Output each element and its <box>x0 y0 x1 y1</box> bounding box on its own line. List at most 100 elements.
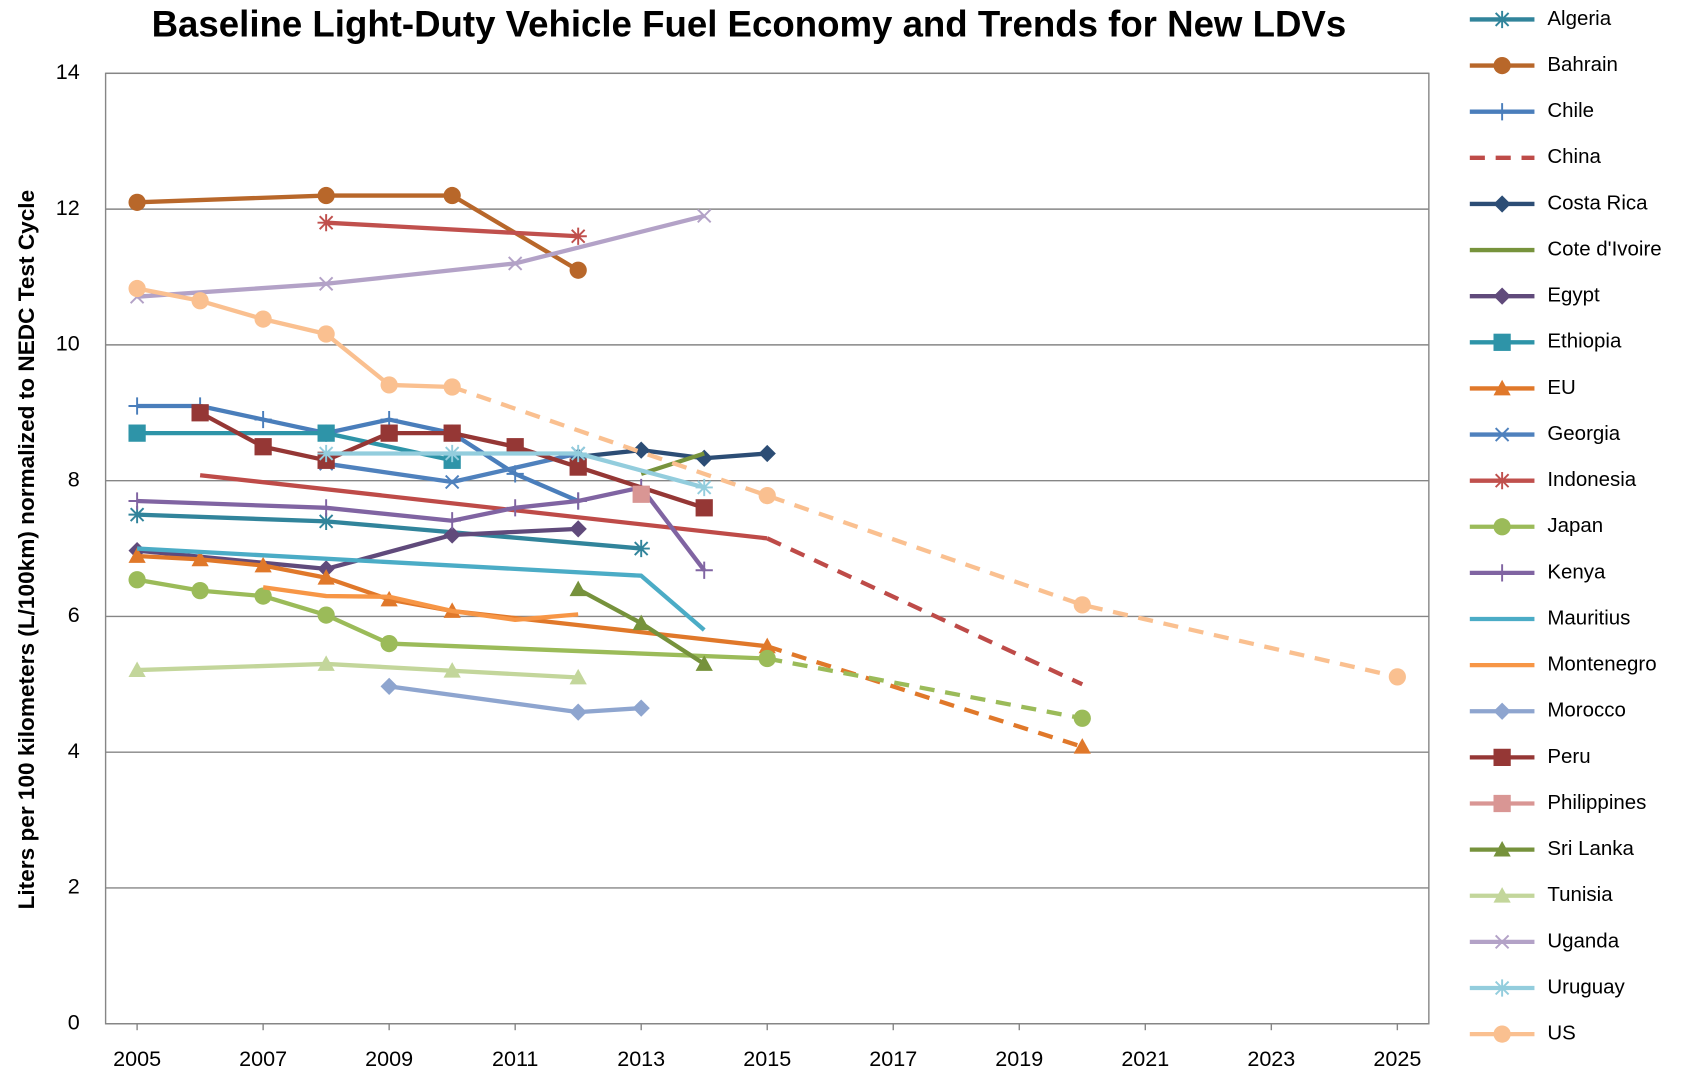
marker <box>506 438 524 456</box>
marker-part <box>317 424 335 442</box>
legend-label: Tunisia <box>1547 883 1613 906</box>
marker <box>380 677 398 695</box>
legend-label: Georgia <box>1547 422 1620 445</box>
marker <box>758 486 776 505</box>
legend-label: Algeria <box>1547 7 1611 30</box>
marker-part <box>128 547 146 563</box>
marker-part <box>254 410 272 429</box>
marker-part <box>632 614 650 631</box>
marker-part <box>569 703 587 721</box>
x-tick-label: 2021 <box>1121 1046 1169 1068</box>
marker <box>1493 379 1511 396</box>
y-tick-label: 14 <box>56 59 80 84</box>
legend-label: Indonesia <box>1547 468 1636 491</box>
legend-label: Sri Lanka <box>1547 837 1634 860</box>
marker <box>569 580 587 597</box>
marker <box>317 569 335 585</box>
series-line <box>451 384 1398 679</box>
marker-part <box>506 438 524 456</box>
marker-part <box>128 492 146 510</box>
legend-label: Bahrain <box>1547 53 1618 76</box>
x-tick-label: 2009 <box>365 1046 413 1068</box>
legend-label: Mauritius <box>1547 606 1630 629</box>
y-tick-label: 8 <box>68 466 80 491</box>
marker-part <box>191 292 209 310</box>
marker-part <box>128 193 146 211</box>
marker <box>695 499 713 517</box>
marker-part <box>254 310 272 328</box>
marker <box>1493 702 1511 720</box>
marker <box>443 378 461 396</box>
x-tick-label: 2011 <box>492 1046 538 1068</box>
marker-part <box>569 458 587 476</box>
series-line <box>137 661 579 680</box>
marker <box>569 520 587 538</box>
marker <box>1493 195 1511 213</box>
marker <box>758 649 776 668</box>
marker-part <box>1493 103 1511 121</box>
marker-part <box>317 569 335 585</box>
marker-part <box>569 492 587 510</box>
marker-part <box>317 512 335 531</box>
marker-part <box>380 677 398 695</box>
series-line <box>388 684 642 715</box>
marker-part <box>695 499 713 517</box>
marker <box>317 424 335 442</box>
series-line <box>136 213 705 299</box>
marker <box>317 512 335 531</box>
marker <box>318 276 334 291</box>
marker-part <box>128 505 146 524</box>
marker <box>317 606 335 624</box>
marker <box>1493 748 1511 766</box>
marker-part <box>317 655 335 671</box>
legend-label: Egypt <box>1547 284 1600 307</box>
y-axis-label: Liters per 100 kilometers (L/100km) norm… <box>14 190 39 910</box>
marker <box>380 634 398 653</box>
marker-part <box>632 699 650 717</box>
marker <box>1494 934 1510 950</box>
marker <box>443 444 461 463</box>
marker-part <box>128 397 146 415</box>
series-line <box>577 447 768 461</box>
marker <box>569 227 587 245</box>
marker-part <box>317 325 335 343</box>
series-line <box>137 430 453 463</box>
marker <box>569 492 587 510</box>
marker <box>254 587 272 605</box>
marker-part <box>569 261 587 279</box>
marker-part <box>1493 195 1511 213</box>
legend-label: US <box>1547 1022 1575 1045</box>
x-tick-label: 2007 <box>239 1046 287 1068</box>
marker <box>569 261 587 279</box>
marker <box>569 444 587 463</box>
series-line <box>262 585 579 622</box>
marker <box>254 410 272 429</box>
marker-part <box>1493 472 1511 490</box>
series-line <box>136 526 579 572</box>
marker <box>1494 427 1510 442</box>
series-line <box>766 644 1083 749</box>
marker-part <box>1493 379 1511 396</box>
x-tick-label: 2023 <box>1247 1046 1295 1068</box>
marker <box>632 441 650 459</box>
marker <box>317 499 335 517</box>
marker <box>569 703 587 721</box>
marker <box>128 505 146 524</box>
marker-part <box>695 449 713 467</box>
marker <box>191 404 209 422</box>
y-tick-label: 0 <box>68 1009 80 1034</box>
y-tick-label: 2 <box>68 874 80 899</box>
marker-part <box>128 661 146 677</box>
marker-part <box>695 655 713 671</box>
marker-part <box>380 634 398 653</box>
marker <box>254 556 272 573</box>
marker-part <box>1493 10 1511 29</box>
marker <box>1493 794 1511 813</box>
marker-part <box>443 512 461 530</box>
legend-label: Uganda <box>1547 929 1619 952</box>
legend-label: Japan <box>1547 514 1603 537</box>
marker <box>128 193 146 211</box>
series-line <box>766 656 1083 721</box>
marker-part <box>1493 887 1511 903</box>
